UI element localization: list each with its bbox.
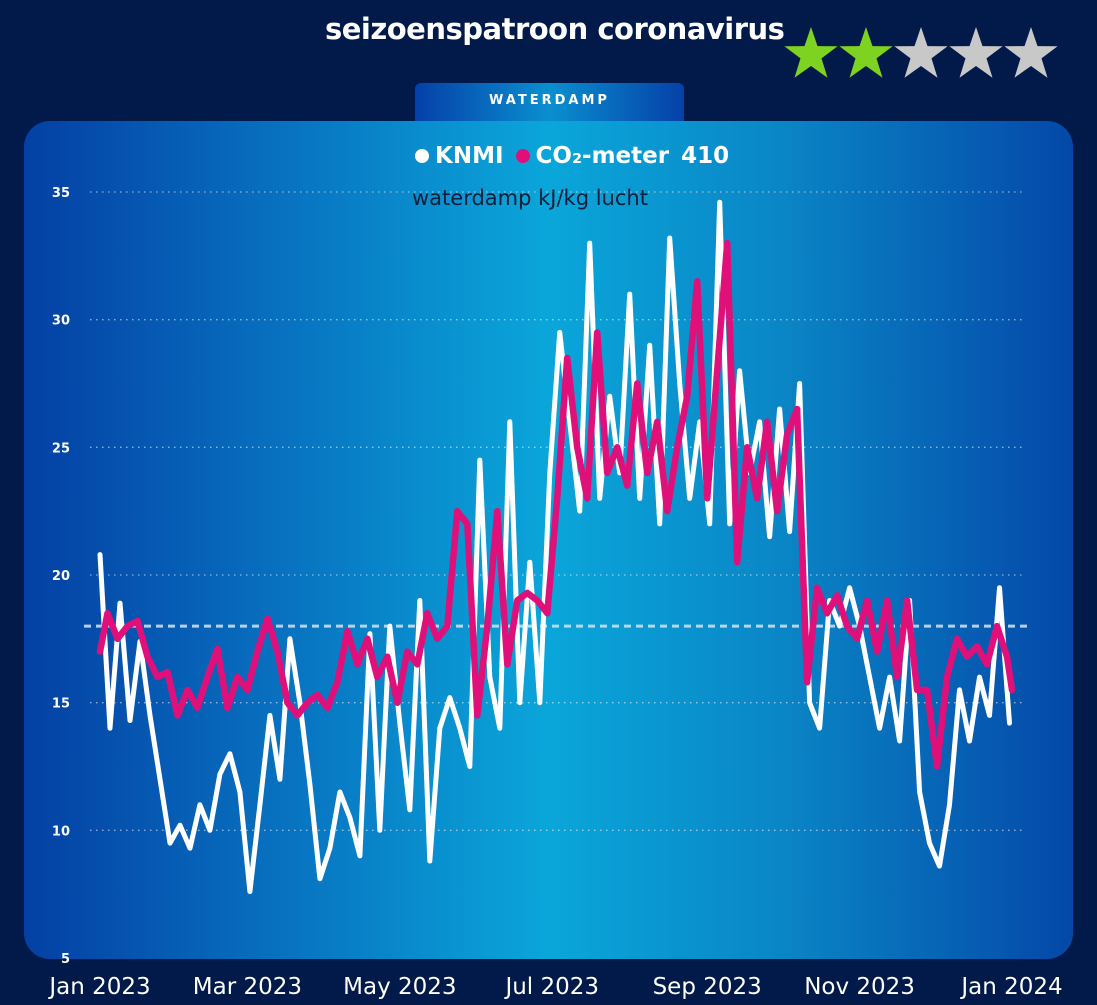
y-tick-label-5: 5 (61, 952, 70, 967)
x-tick-label: Jul 2023 (503, 974, 599, 1000)
y-tick-label-25: 25 (52, 441, 70, 456)
star-filled-icon (784, 27, 838, 78)
series-line-co2 (96, 239, 1016, 770)
legend-dot-knmi (415, 149, 429, 163)
chart-subtitle: waterdamp kJ/kg lucht (412, 186, 648, 210)
star-empty-icon (1004, 27, 1058, 78)
legend-value: 410 (681, 143, 730, 169)
star-filled-icon (839, 27, 893, 78)
y-tick-label-35: 35 (52, 186, 70, 201)
y-tick-label-10: 10 (52, 824, 70, 839)
x-tick-label: Nov 2023 (804, 974, 915, 1000)
star-rating (784, 27, 1058, 78)
series-line-knmi (97, 199, 1012, 895)
x-axis-ticks: Jan 2023 Mar 2023 May 2023 Jul 2023 Sep 2023… (47, 974, 1062, 1000)
y-tick-label-20: 20 (52, 569, 70, 584)
tab-waterdamp[interactable]: WATERDAMP (415, 83, 684, 121)
y-tick-label-30: 30 (52, 314, 70, 329)
series-layer (96, 199, 1016, 895)
y-tick-label-15: 15 (52, 697, 70, 712)
chart-legend: KNMI CO₂-meter 410 (415, 138, 729, 174)
legend-dot-co2 (515, 149, 530, 163)
star-empty-icon (949, 27, 1003, 78)
x-tick-label: May 2023 (343, 974, 456, 1000)
x-tick-label: Jan 2024 (959, 974, 1062, 1000)
y-axis-ticks: 5 10 15 20 25 30 35 (52, 186, 70, 967)
x-tick-label: Jan 2023 (47, 974, 150, 1000)
x-tick-label: Sep 2023 (653, 974, 762, 1000)
star-empty-icon (894, 27, 948, 78)
legend-label-co2: CO₂-meter (535, 143, 670, 169)
legend-label-knmi: KNMI (435, 143, 504, 169)
x-tick-label: Mar 2023 (193, 974, 302, 1000)
legend-item-knmi[interactable]: KNMI (415, 143, 504, 169)
legend-item-co2[interactable]: CO₂-meter (515, 143, 670, 169)
page-title: seizoenspatroon coronavirus (325, 12, 785, 46)
